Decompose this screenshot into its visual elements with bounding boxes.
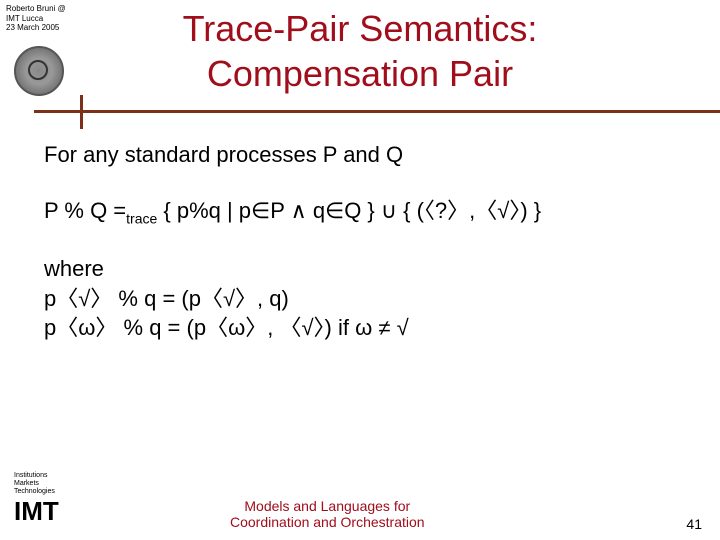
intro-line: For any standard processes P and Q — [44, 140, 680, 170]
meta-line: 23 March 2005 — [6, 23, 66, 33]
title-line: Compensation Pair — [0, 51, 720, 96]
footer-institution: Institutions Markets Technologies IMT — [14, 472, 59, 526]
caption-line: Coordination and Orchestration — [230, 514, 425, 530]
imt-logo: IMT — [14, 497, 59, 526]
def-set: { p%q | p∈P ∧ q∈Q } ∪ { (〈?〉,〈√〉) } — [157, 198, 541, 223]
def-lhs: P % Q = — [44, 198, 126, 223]
seal-icon — [14, 46, 64, 96]
slide-title: Trace-Pair Semantics: Compensation Pair — [0, 0, 720, 116]
slide-footer: Institutions Markets Technologies IMT Mo… — [0, 500, 720, 540]
title-rule — [34, 110, 720, 113]
slide-body: For any standard processes P and Q P % Q… — [44, 140, 680, 369]
where-block: where p〈√〉 % q = (p〈√〉, q) p〈ω〉 % q = (p… — [44, 254, 680, 343]
title-line: Trace-Pair Semantics: — [0, 6, 720, 51]
page-number: 41 — [686, 516, 702, 532]
meta-line: IMT Lucca — [6, 14, 66, 24]
where-line: p〈ω〉 % q = (p〈ω〉, 〈√〉) if ω ≠ √ — [44, 313, 680, 343]
inst-line: Technologies — [14, 488, 59, 496]
where-label: where — [44, 254, 680, 284]
inst-line: Institutions — [14, 472, 59, 480]
caption-line: Models and Languages for — [230, 498, 425, 514]
inst-line: Markets — [14, 480, 59, 488]
meta-line: Roberto Bruni @ — [6, 4, 66, 14]
footer-caption: Models and Languages for Coordination an… — [230, 498, 425, 530]
def-subscript: trace — [126, 210, 157, 226]
author-meta: Roberto Bruni @ IMT Lucca 23 March 2005 — [6, 4, 66, 33]
where-line: p〈√〉 % q = (p〈√〉, q) — [44, 284, 680, 314]
definition-line: P % Q =trace { p%q | p∈P ∧ q∈Q } ∪ { (〈?… — [44, 196, 680, 228]
